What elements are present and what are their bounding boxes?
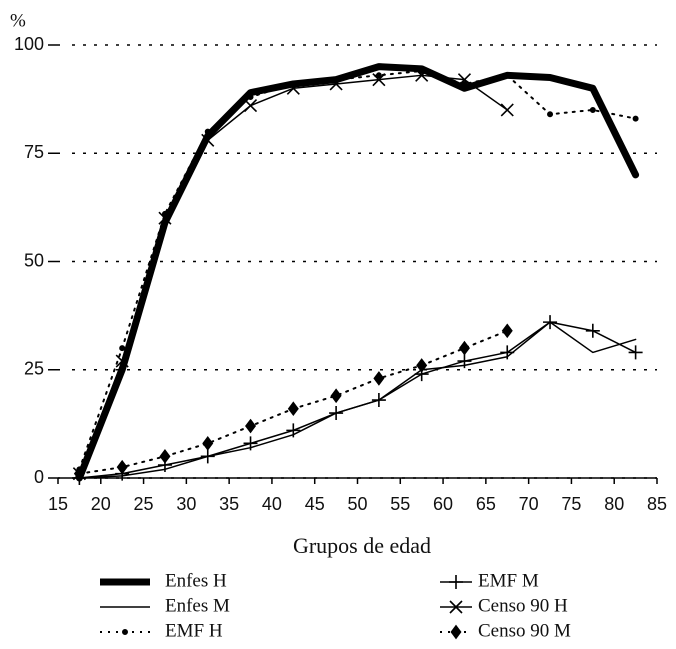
marker	[547, 111, 554, 118]
y-tick-label: 0	[34, 467, 44, 487]
marker	[418, 67, 425, 74]
marker	[375, 72, 382, 79]
marker	[287, 401, 299, 417]
marker	[628, 345, 643, 360]
x-tick-label: 35	[219, 494, 239, 514]
legend-label: Censo 90 M	[478, 620, 571, 641]
x-tick-label: 65	[476, 494, 496, 514]
marker	[158, 211, 172, 225]
marker	[115, 354, 129, 368]
marker	[122, 628, 129, 635]
marker	[204, 128, 211, 135]
legend-label: Enfes M	[165, 595, 230, 616]
marker	[116, 459, 128, 475]
x-tick-label: 75	[561, 494, 581, 514]
marker	[585, 323, 600, 338]
y-tick-label: 50	[24, 250, 44, 270]
marker	[504, 72, 511, 79]
marker	[286, 81, 300, 95]
marker	[200, 449, 215, 464]
marker	[247, 93, 254, 100]
legend-label: Censo 90 H	[478, 595, 568, 616]
marker	[243, 99, 258, 113]
legend-label: EMF H	[165, 620, 223, 641]
x-tick-label: 30	[176, 494, 196, 514]
legend-label: EMF M	[478, 570, 539, 591]
marker	[501, 323, 513, 339]
marker	[330, 388, 342, 404]
series-line	[78, 321, 637, 479]
y-tick-label: 75	[24, 142, 44, 162]
marker	[415, 68, 429, 82]
marker	[119, 345, 126, 352]
y-tick-label: 100	[14, 34, 44, 54]
marker	[457, 73, 472, 87]
x-tick-label: 85	[647, 494, 667, 514]
x-tick-label: 55	[390, 494, 410, 514]
marker	[543, 315, 558, 330]
legend-label: Enfes H	[165, 570, 227, 591]
marker	[416, 358, 428, 373]
marker	[329, 406, 344, 421]
marker	[589, 106, 596, 113]
x-tick-label: 15	[48, 494, 68, 514]
marker	[290, 80, 297, 87]
marker	[632, 115, 639, 122]
marker	[245, 418, 257, 434]
marker	[457, 354, 472, 369]
marker	[159, 449, 171, 464]
y-axis-label: %	[10, 10, 26, 31]
marker	[449, 600, 463, 614]
marker	[373, 371, 385, 386]
y-tick-label: 25	[24, 359, 44, 379]
marker	[371, 393, 386, 408]
marker	[333, 76, 340, 83]
x-tick-label: 60	[433, 494, 453, 514]
marker	[201, 133, 215, 147]
marker	[449, 575, 463, 589]
series-line	[75, 63, 640, 482]
x-tick-label: 50	[347, 494, 367, 514]
marker	[500, 345, 515, 360]
marker	[329, 77, 343, 91]
marker	[286, 423, 301, 438]
marker	[202, 436, 214, 451]
marker	[461, 80, 468, 87]
series-line	[78, 69, 637, 471]
marker	[372, 73, 386, 87]
x-tick-label: 40	[262, 494, 282, 514]
marker	[73, 466, 85, 482]
x-tick-label: 45	[305, 494, 325, 514]
x-tick-label: 80	[604, 494, 624, 514]
x-tick-label: 70	[519, 494, 539, 514]
x-tick-label: 25	[134, 494, 154, 514]
marker	[450, 624, 462, 640]
marker	[458, 340, 470, 356]
x-axis-label: Grupos de edad	[293, 533, 431, 558]
marker	[243, 436, 258, 451]
x-tick-label: 20	[91, 494, 111, 514]
marker	[500, 103, 514, 117]
